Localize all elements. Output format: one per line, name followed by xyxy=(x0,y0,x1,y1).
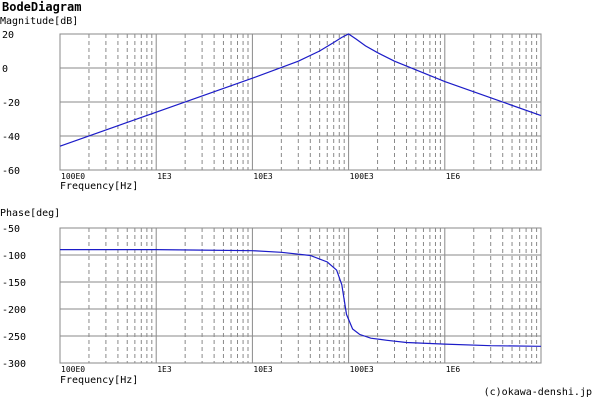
chart-title: BodeDiagram xyxy=(2,0,82,14)
phase-plot: -50 -100 -150 -200 -250 -300 100E0 1E3 10E3 100E3… xyxy=(2,224,542,374)
magnitude-ytick-label: -60 xyxy=(2,166,20,177)
phase-xtick-label: 100E3 xyxy=(350,365,374,374)
magnitude-xtick-label: 10E3 xyxy=(253,172,272,181)
magnitude-xlabel: Frequency[Hz] xyxy=(60,181,139,192)
magnitude-ylabel: Magnitude[dB] xyxy=(0,16,79,27)
phase-ytick-label: -100 xyxy=(2,251,26,262)
magnitude-xtick-label: 1E6 xyxy=(446,172,461,181)
magnitude-xtick-label: 100E3 xyxy=(350,172,374,181)
phase-series-line xyxy=(60,249,542,347)
magnitude-ytick-label: 0 xyxy=(2,64,8,75)
magnitude-ytick-label: -40 xyxy=(2,132,20,143)
phase-ytick-label: -200 xyxy=(2,305,26,316)
phase-xlabel: Frequency[Hz] xyxy=(60,375,139,386)
phase-ytick-label: -150 xyxy=(2,278,26,289)
magnitude-ytick-label: -20 xyxy=(2,98,20,109)
magnitude-xtick-label: 100E0 xyxy=(61,172,85,181)
magnitude-series-line xyxy=(59,33,542,147)
phase-xtick-label: 1E3 xyxy=(157,365,172,374)
phase-ytick-label: -300 xyxy=(2,359,26,370)
magnitude-ytick-label: 20 xyxy=(2,30,14,41)
phase-ylabel: Phase[deg] xyxy=(0,208,61,219)
phase-xtick-label: 1E6 xyxy=(446,365,461,374)
phase-ytick-label: -250 xyxy=(2,332,26,343)
phase-plot-frame xyxy=(59,227,542,364)
magnitude-xtick-label: 1E3 xyxy=(157,172,172,181)
phase-ytick-label: -50 xyxy=(2,224,20,235)
credit-text: (c)okawa-denshi.jp xyxy=(483,387,592,398)
phase-xtick-label: 100E0 xyxy=(61,365,85,374)
magnitude-plot: 20 0 -20 -40 -60 100E0 1E3 10E3 100E3 1E6 xyxy=(2,30,542,181)
phase-xtick-label: 10E3 xyxy=(253,365,272,374)
